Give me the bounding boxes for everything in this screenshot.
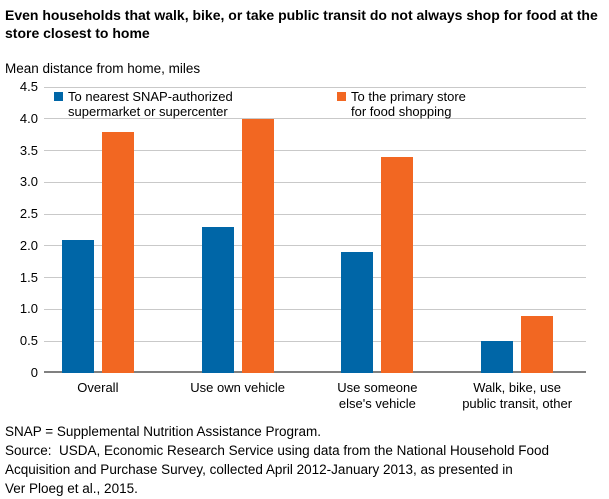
bar (201, 226, 234, 373)
x-tick-label: Overall (77, 380, 119, 395)
chart-title: Even households that walk, bike, or take… (5, 7, 598, 41)
bar (381, 156, 414, 373)
bar-group (308, 87, 448, 373)
gridline (44, 213, 586, 215)
x-tick-label: Use own vehicle (190, 380, 285, 395)
y-tick-label: 4.5 (19, 79, 38, 94)
y-tick-label: 2.0 (19, 237, 38, 253)
bar (521, 315, 554, 373)
y-tick-label: 0 (30, 365, 38, 380)
y-axis-units-label: Mean distance from home, miles (5, 61, 201, 76)
bar (241, 118, 274, 373)
x-axis-line (44, 371, 586, 373)
y-tick-label: 3.5 (19, 142, 38, 158)
gridline (44, 308, 586, 310)
y-tick-label: 0.5 (19, 333, 38, 349)
gridline (44, 340, 586, 342)
x-tick-label: Use someone else's vehicle (337, 380, 418, 411)
y-tick-label: 3.0 (19, 174, 38, 190)
legend-label: To the primary store for food shopping (351, 89, 466, 119)
y-tick-label: 2.5 (19, 206, 38, 222)
gridline (44, 245, 586, 247)
bar (101, 131, 134, 373)
legend-swatch-orange-icon (337, 92, 346, 101)
bar-group (168, 87, 308, 373)
bar (481, 341, 514, 373)
gridline (44, 118, 586, 120)
x-tick-label: Walk, bike, use public transit, other (462, 380, 573, 411)
gridline (44, 181, 586, 183)
bar (61, 239, 94, 373)
bar-groups (28, 87, 587, 373)
plot-area (44, 86, 586, 373)
legend-item-primary-store: To the primary store for food shopping (337, 89, 466, 119)
y-tick-label: 1.5 (19, 269, 38, 285)
bar-group (28, 87, 168, 373)
bar (341, 252, 374, 373)
gridline (44, 150, 586, 152)
gridline (44, 86, 586, 88)
bar-group (447, 87, 587, 373)
legend-label: To nearest SNAP-authorized supermarket o… (68, 89, 233, 119)
gridline (44, 277, 586, 279)
legend-item-nearest-snap: To nearest SNAP-authorized supermarket o… (54, 89, 233, 119)
y-tick-label: 1.0 (19, 301, 38, 317)
footnote-and-source: SNAP = Supplemental Nutrition Assistance… (5, 424, 550, 496)
x-axis-labels: Overall Use own vehicle Use someone else's… (28, 380, 587, 412)
y-tick-label: 4.0 (19, 110, 38, 126)
y-axis: 0 0.5 1.0 1.5 2.0 2.5 3.0 3.5 4.0 4.5 (0, 80, 38, 380)
legend-swatch-blue-icon (54, 92, 63, 101)
